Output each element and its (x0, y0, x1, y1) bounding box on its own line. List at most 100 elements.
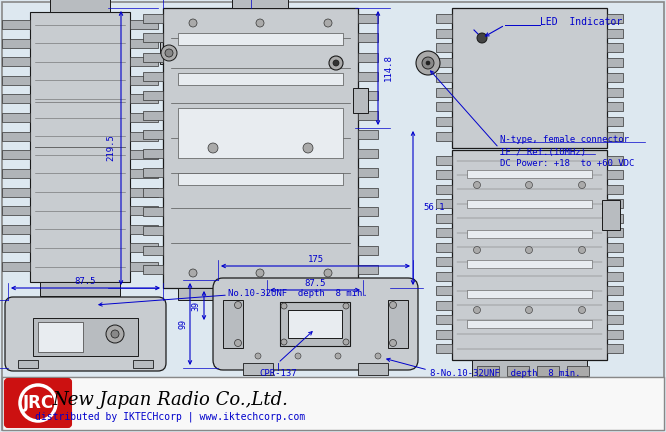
Circle shape (474, 306, 480, 314)
Circle shape (416, 51, 440, 75)
Bar (50, 0, 110, 12)
Circle shape (303, 143, 313, 153)
Bar (607, 58, 623, 67)
Bar (178, 73, 343, 85)
Bar (467, 200, 592, 208)
Bar (472, 360, 587, 378)
Bar (130, 262, 158, 271)
Bar (225, 300, 295, 310)
Bar (388, 300, 408, 348)
Bar (607, 200, 623, 209)
Bar (143, 246, 163, 255)
Bar (130, 95, 158, 104)
Bar (358, 130, 378, 139)
Bar (130, 38, 158, 48)
Bar (436, 200, 452, 209)
Bar (2, 76, 30, 85)
Bar (607, 185, 623, 194)
Bar (130, 150, 158, 159)
Bar (2, 206, 30, 215)
Bar (436, 257, 452, 267)
Text: JRC: JRC (23, 394, 53, 412)
Bar (607, 272, 623, 281)
Bar (33, 318, 138, 356)
Circle shape (343, 339, 349, 345)
Bar (178, 108, 343, 158)
Bar (280, 302, 350, 346)
Circle shape (343, 303, 349, 309)
Text: 39: 39 (192, 301, 200, 311)
Text: 219.5: 219.5 (107, 134, 115, 162)
Bar (143, 226, 163, 235)
Bar (130, 113, 158, 122)
Bar (602, 200, 620, 230)
Bar (143, 265, 163, 274)
Bar (358, 226, 378, 235)
Bar (477, 366, 499, 376)
Bar (353, 88, 368, 113)
Bar (130, 57, 158, 66)
Bar (2, 187, 30, 197)
Circle shape (525, 306, 533, 314)
Bar (467, 170, 592, 178)
FancyBboxPatch shape (213, 278, 418, 370)
Bar (2, 244, 30, 252)
Bar (607, 330, 623, 339)
Bar (2, 57, 30, 66)
Bar (436, 214, 452, 223)
Bar (436, 330, 452, 339)
Bar (436, 344, 452, 353)
Bar (2, 20, 30, 29)
Bar (2, 132, 30, 141)
Bar (436, 286, 452, 295)
Bar (358, 14, 378, 23)
Bar (467, 320, 592, 328)
Circle shape (390, 340, 396, 346)
Text: New Japan Radio Co.,Ltd.: New Japan Radio Co.,Ltd. (52, 391, 288, 409)
Bar (130, 20, 158, 29)
Bar (436, 229, 452, 238)
Bar (30, 12, 130, 282)
Bar (2, 38, 30, 48)
Bar (130, 76, 158, 85)
Circle shape (390, 302, 396, 308)
FancyBboxPatch shape (5, 379, 71, 427)
Circle shape (281, 303, 287, 309)
Circle shape (255, 353, 261, 359)
Circle shape (335, 353, 341, 359)
Bar (607, 88, 623, 97)
Bar (130, 132, 158, 141)
Circle shape (295, 353, 301, 359)
Bar (2, 377, 664, 430)
Bar (607, 44, 623, 52)
Bar (607, 132, 623, 141)
Bar (143, 207, 163, 216)
Bar (40, 282, 120, 296)
Circle shape (333, 60, 339, 66)
Bar (2, 225, 30, 234)
Circle shape (106, 325, 124, 343)
Bar (607, 229, 623, 238)
Bar (130, 206, 158, 215)
Bar (607, 344, 623, 353)
Bar (358, 188, 378, 197)
Bar (358, 265, 378, 274)
Text: 175: 175 (308, 255, 324, 264)
Bar (607, 171, 623, 179)
Text: N-type, female connector: N-type, female connector (500, 136, 629, 144)
Bar (567, 366, 589, 376)
Bar (358, 363, 388, 375)
Text: IF / Ref.(10MHz): IF / Ref.(10MHz) (500, 147, 586, 156)
Bar (143, 188, 163, 197)
Bar (436, 44, 452, 52)
Bar (143, 130, 163, 139)
Bar (607, 301, 623, 310)
Text: 87.5: 87.5 (304, 280, 326, 289)
Bar (2, 113, 30, 122)
Bar (2, 95, 30, 104)
Circle shape (234, 302, 242, 308)
Circle shape (375, 353, 381, 359)
Bar (467, 230, 592, 238)
Circle shape (477, 33, 487, 43)
Bar (143, 14, 163, 23)
